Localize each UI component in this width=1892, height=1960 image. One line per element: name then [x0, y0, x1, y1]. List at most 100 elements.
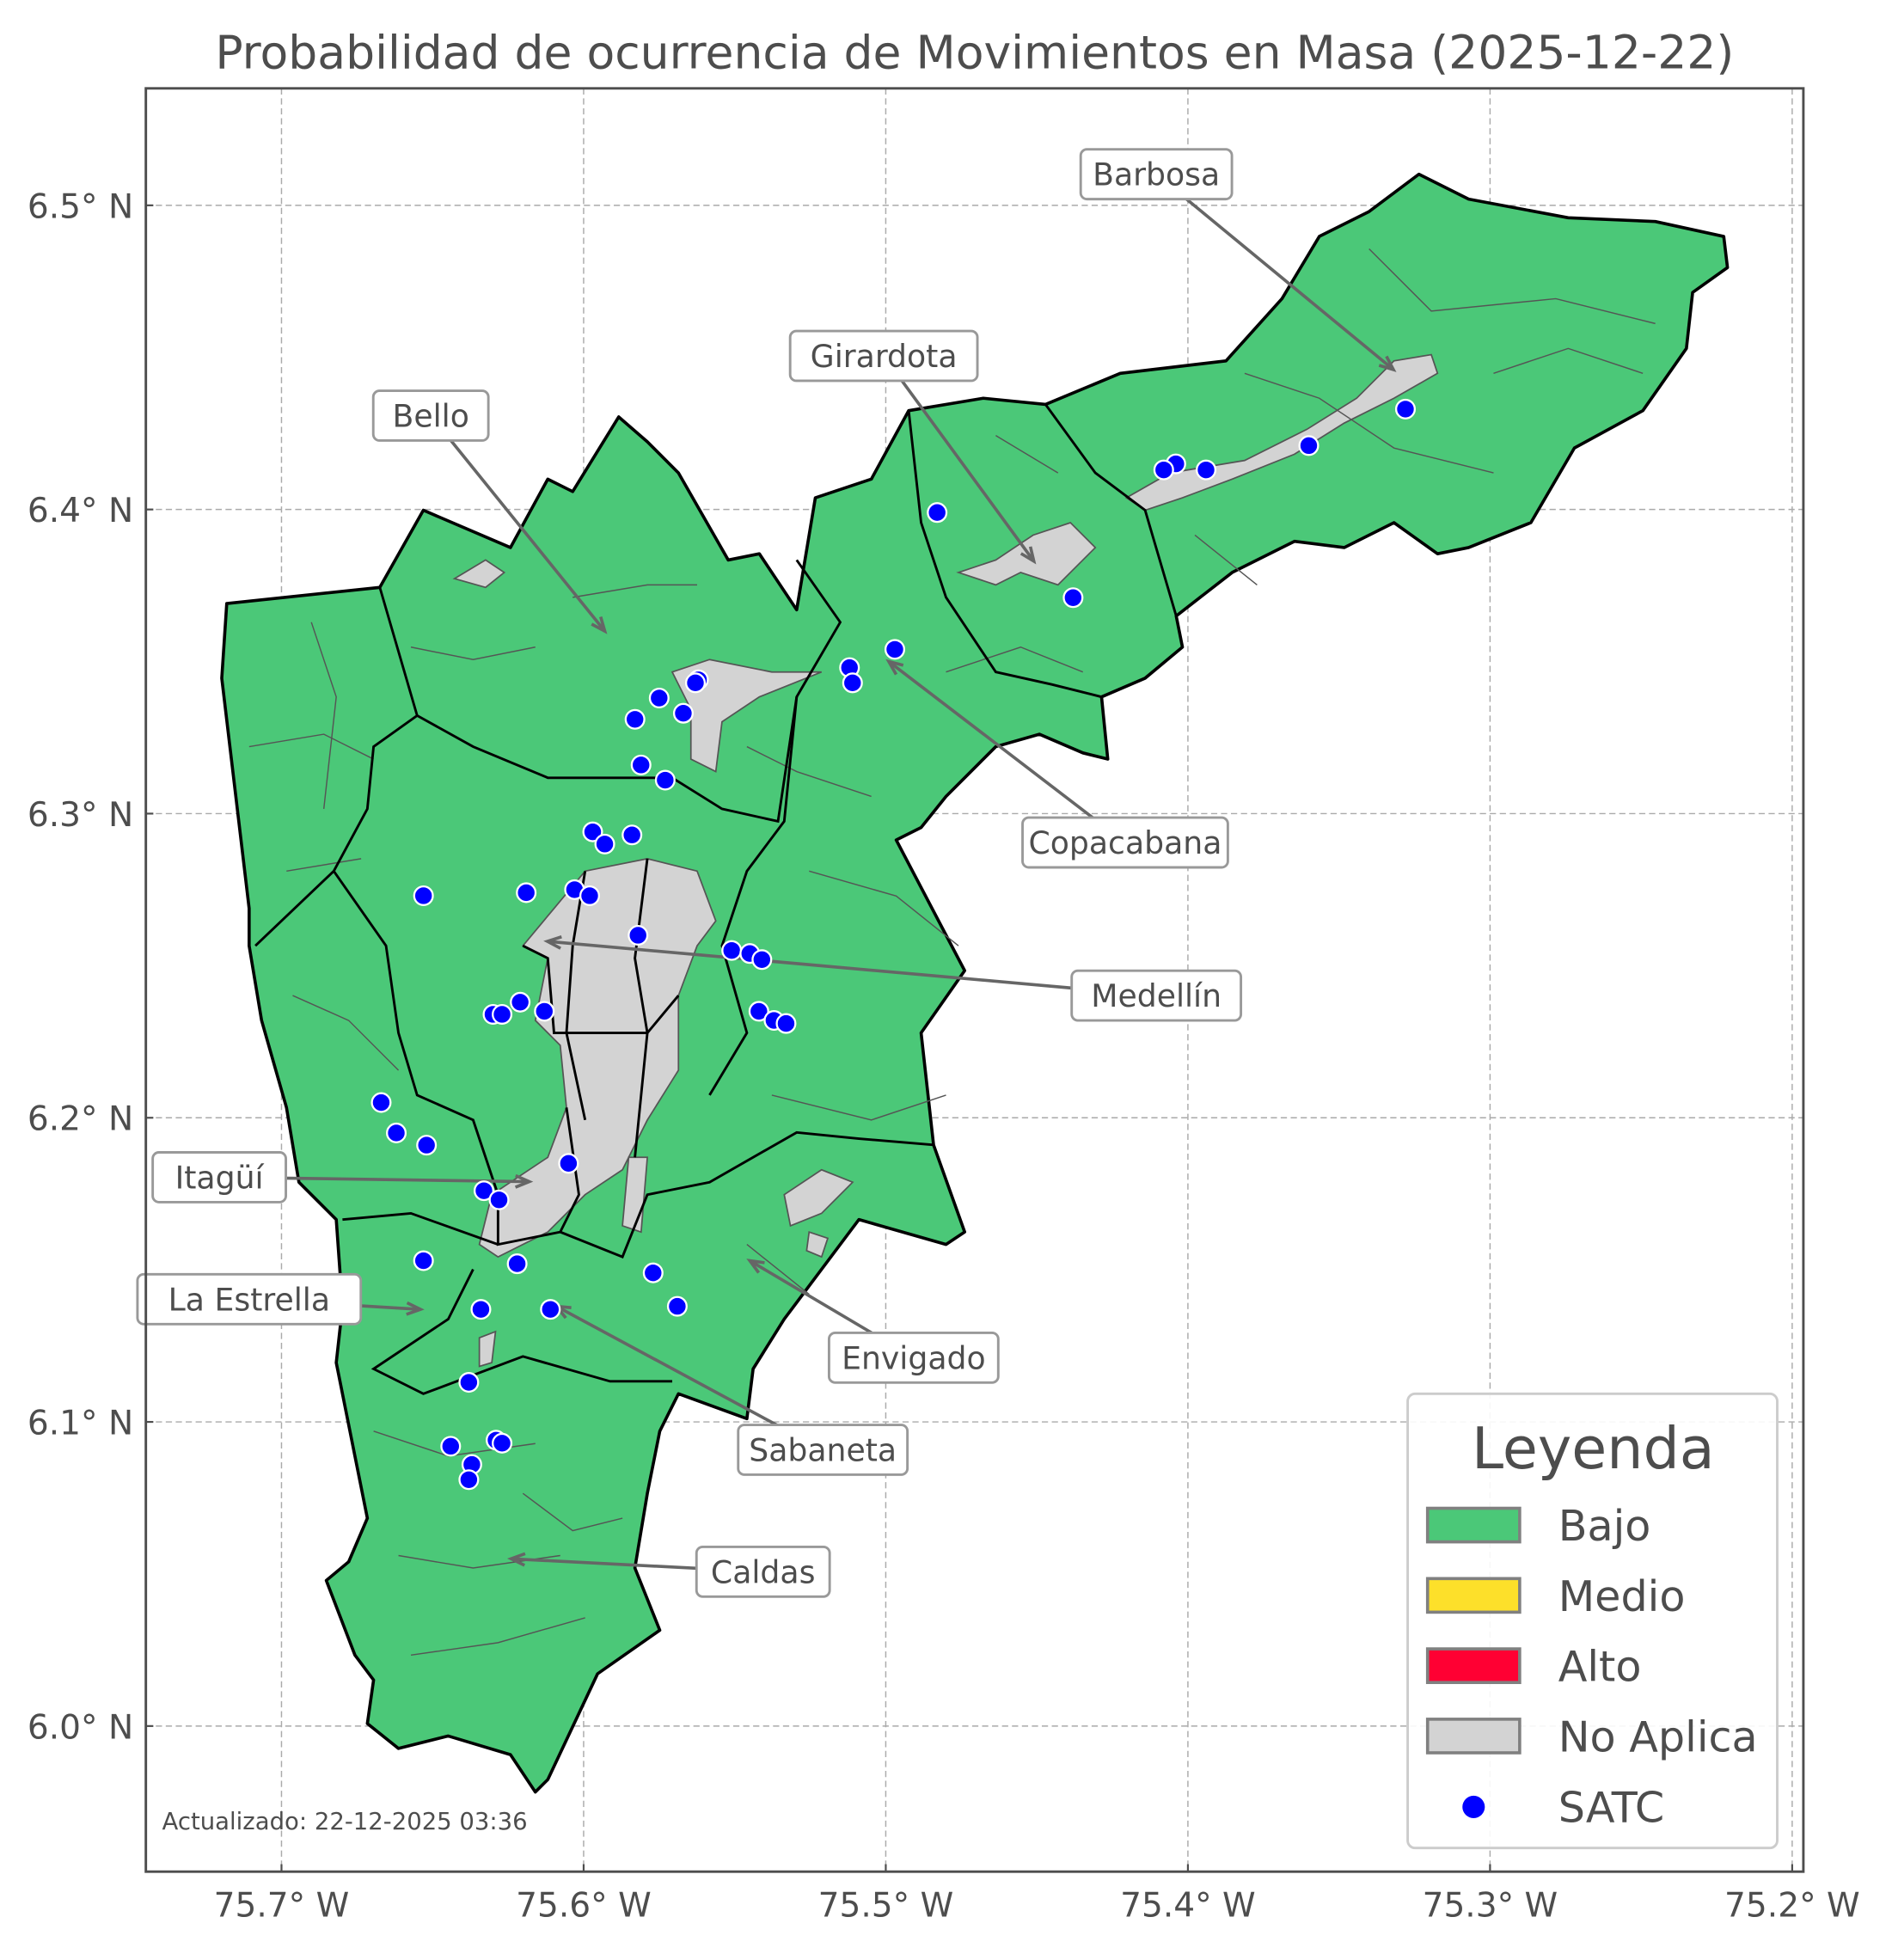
annotation-arrow [887, 660, 1127, 844]
satc-point [416, 1135, 438, 1156]
satc-point [621, 824, 643, 846]
satc-point [458, 1469, 480, 1491]
arrowhead-icon [746, 1259, 765, 1274]
axes-frame [144, 87, 1805, 1873]
annotations: Barbosa Girardota Bello Copacabana Medellín I… [136, 148, 1397, 1598]
annotation-itagüí: Itagüí [151, 1151, 534, 1204]
annotation-box [695, 1545, 831, 1598]
annotation-box [827, 1331, 1000, 1384]
annotation-box [737, 1424, 909, 1476]
x-tick-label: 75.6° W [516, 1886, 652, 1925]
legend-item-satc: SATC [1462, 1782, 1664, 1832]
annotation-box [1070, 969, 1243, 1022]
satc-point [470, 1299, 492, 1320]
x-tick-label: 75.4° W [1120, 1886, 1256, 1925]
satc-point [775, 1013, 797, 1034]
legend-label: Medio [1558, 1571, 1686, 1621]
legend-title: Leyenda [1472, 1415, 1715, 1482]
satc-point [386, 1122, 407, 1143]
satc-point [516, 882, 537, 903]
axis-ticks: 75.7° W 75.6° W 75.5° W 75.4° W 75.3° W 75.2°… [28, 187, 1860, 1925]
arrowhead-icon [506, 1552, 526, 1567]
satc-point [579, 885, 600, 906]
arrowhead-icon [514, 1173, 534, 1189]
annotation-box [151, 1151, 287, 1204]
satc-point [642, 1262, 664, 1283]
annotation-box [788, 329, 979, 383]
legend-swatch [1425, 1647, 1522, 1684]
satc-point [628, 924, 649, 946]
annotation-label: Girardota [811, 338, 958, 375]
x-tick-label: 75.7° W [214, 1886, 350, 1925]
satc-point [748, 1001, 769, 1022]
satc-point [540, 1299, 561, 1320]
legend: Leyenda Bajo Medio Alto No Aplica SATC [1406, 1392, 1779, 1850]
arrowhead-icon [406, 1301, 425, 1316]
satc-point [488, 1189, 510, 1210]
y-tick-label: 6.1° N [28, 1405, 133, 1443]
satc-point [558, 1153, 579, 1174]
satc-point [458, 1372, 480, 1393]
satc-point [672, 702, 694, 724]
x-tick-label: 75.5° W [818, 1886, 954, 1925]
annotation-label: La Estrella [168, 1281, 330, 1318]
annotation-arrow [547, 940, 1157, 997]
annotation-label: Barbosa [1093, 156, 1220, 193]
annotation-box [1079, 148, 1234, 201]
legend-item-no-aplica: No Aplica [1425, 1712, 1758, 1762]
annotation-box [371, 389, 490, 442]
satc-point [413, 885, 434, 906]
y-tick-label: 6.2° N [28, 1100, 133, 1139]
legend-swatch [1425, 1506, 1522, 1544]
annotation-bello: Bello [371, 389, 608, 634]
legend-swatch [1425, 1718, 1522, 1755]
annotation-arrow [882, 354, 1036, 562]
x-tick-label: 75.3° W [1423, 1886, 1558, 1925]
annotation-arrow [1154, 173, 1395, 371]
satc-point [1394, 398, 1416, 420]
map-title: Probabilidad de ocurrencia de Movimiento… [215, 26, 1734, 80]
arrowhead-icon [1378, 355, 1397, 372]
updated-note: Actualizado: 22-12-2025 03:36 [162, 1808, 528, 1835]
satc-point [1298, 435, 1320, 456]
y-tick-label: 6.4° N [28, 492, 133, 530]
satc-point [370, 1092, 392, 1113]
satc-point [1062, 587, 1084, 609]
satc-point [648, 687, 670, 709]
legend-label: No Aplica [1558, 1712, 1758, 1762]
satc-point [721, 940, 743, 961]
x-tick-label: 75.2° W [1724, 1886, 1860, 1925]
satc-point [624, 708, 646, 730]
satc-point [884, 639, 905, 660]
annotation-barbosa: Barbosa [1079, 148, 1397, 372]
annotation-sabaneta: Sabaneta [553, 1304, 909, 1476]
legend-label: SATC [1558, 1782, 1665, 1832]
satc-point [1153, 459, 1174, 481]
satc-point [594, 833, 615, 854]
annotation-girardota: Girardota [788, 329, 1037, 565]
y-tick-label: 6.3° N [28, 796, 133, 835]
annotation-arrow [429, 414, 606, 633]
satc-point [440, 1436, 462, 1457]
annotation-label: Bello [393, 398, 469, 435]
annotation-label: Itagüí [175, 1159, 266, 1196]
satc-point [684, 672, 707, 694]
annotation-copacabana: Copacabana [885, 658, 1229, 869]
satc-point [510, 991, 531, 1013]
municipal-boundaries [254, 403, 1178, 1395]
arrowhead-icon [885, 658, 904, 676]
region-bajo [220, 172, 1730, 1794]
legend-item-bajo: Bajo [1425, 1501, 1650, 1551]
arrowhead-icon [543, 935, 562, 950]
satc-point [1195, 459, 1217, 481]
satc-point [473, 1180, 494, 1202]
satc-point [492, 1003, 513, 1025]
satc-point [413, 1250, 434, 1271]
annotation-medellín: Medellín [543, 935, 1243, 1022]
annotation-label: Sabaneta [749, 1432, 897, 1469]
annotation-la-estrella: La Estrella [136, 1272, 425, 1326]
annotation-label: Copacabana [1029, 824, 1222, 861]
legend-item-medio: Medio [1425, 1571, 1686, 1621]
legend-item-alto: Alto [1425, 1642, 1641, 1692]
